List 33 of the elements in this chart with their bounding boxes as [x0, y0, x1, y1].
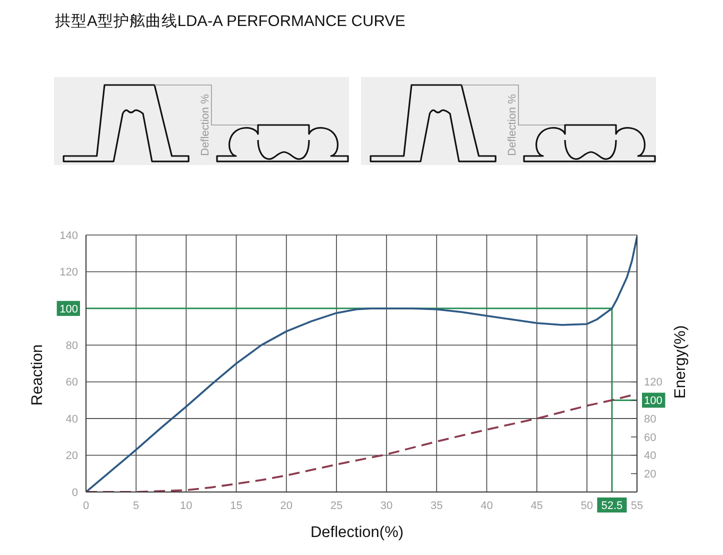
y2-axis-title: Energy(%): [672, 325, 690, 399]
x-tick-label: 15: [230, 500, 242, 512]
x-tick-label: 10: [180, 500, 192, 512]
x-tick-label: 55: [630, 500, 644, 512]
y2-tick-label: 60: [644, 432, 656, 444]
y-tick-label: 80: [66, 340, 78, 352]
x-tick-label: 20: [280, 500, 292, 512]
chart-title: 拱型A型护舷曲线LDA-A PERFORMANCE CURVE: [55, 12, 406, 32]
x-axis-title: Deflection(%): [310, 524, 404, 542]
y-tick-label: 20: [66, 450, 78, 462]
x-tick-label: 40: [480, 500, 493, 512]
y-tick-label: 60: [66, 376, 78, 389]
x-tick-label: 45: [530, 500, 543, 512]
y-tick-label: 40: [66, 413, 78, 426]
x-tick-label: 52.5: [601, 500, 623, 512]
x-tick-label: 35: [430, 500, 443, 512]
y-tick-label: 120: [60, 266, 78, 279]
x-tick-label: 25: [330, 500, 343, 512]
y-tick-label: 100: [60, 303, 78, 316]
y-tick-label: 140: [60, 230, 78, 242]
x-tick-label: 0: [82, 500, 90, 512]
y2-tick-label: 20: [644, 468, 656, 480]
y-axis-title: Reaction: [29, 344, 47, 406]
y2-tick-label: 120: [644, 376, 662, 389]
fender-profile-diagram: Deflection %: [361, 77, 656, 165]
y-tick-label: 0: [72, 486, 78, 499]
y2-tick-label: 80: [644, 413, 656, 426]
x-tick-label: 5: [133, 500, 140, 512]
fender-profile-diagram: Deflection %: [54, 77, 349, 165]
y2-tick-label: 100: [644, 395, 662, 408]
x-tick-label: 50: [580, 500, 594, 512]
y2-tick-label: 40: [644, 450, 656, 462]
x-tick-label: 30: [380, 500, 393, 512]
